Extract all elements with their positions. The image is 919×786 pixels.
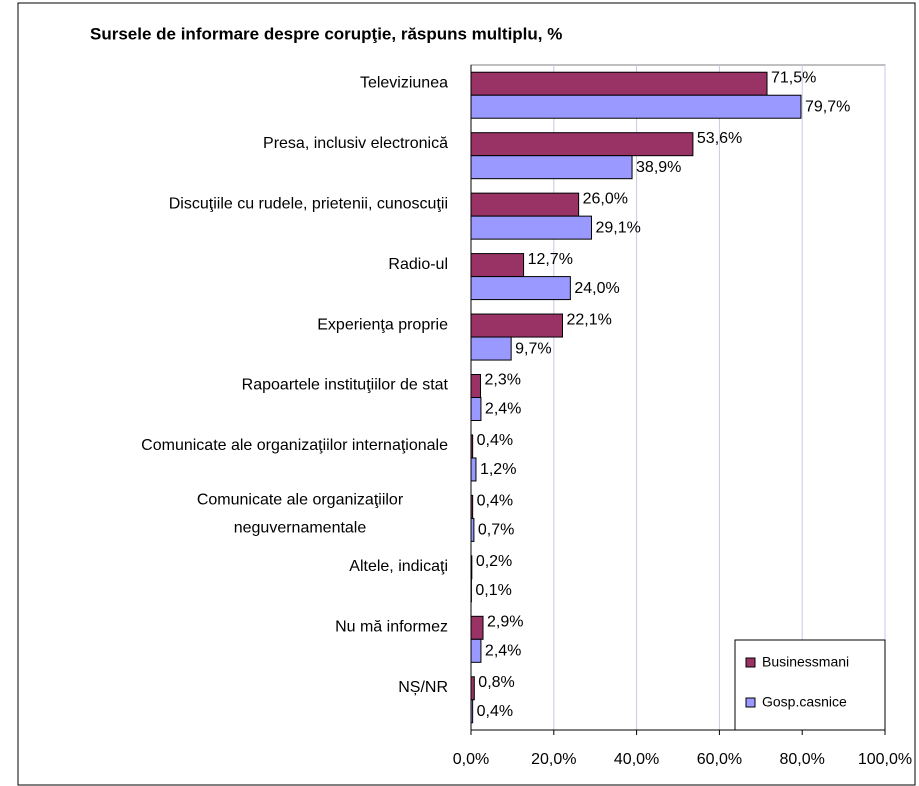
bar bbox=[470, 615, 484, 640]
legend-box bbox=[734, 639, 886, 731]
category-label: Comunicate ale organizaţiilor internaţio… bbox=[141, 437, 448, 454]
bar bbox=[470, 253, 525, 278]
value-label: 26,0% bbox=[583, 190, 628, 207]
value-label: 2,4% bbox=[485, 401, 521, 418]
category-label: Comunicate ale organizaţiilor neguvername… bbox=[197, 492, 404, 537]
bar bbox=[470, 336, 512, 361]
legend-swatch bbox=[745, 657, 756, 668]
legend-swatch bbox=[745, 697, 756, 708]
value-label: 12,7% bbox=[528, 251, 573, 268]
value-label: 0,4% bbox=[477, 493, 513, 510]
bar bbox=[470, 457, 477, 482]
x-tick-label: 20,0% bbox=[531, 751, 576, 768]
value-label: 9,7% bbox=[515, 340, 551, 357]
bar bbox=[470, 132, 694, 157]
category-label: Discuţiile cu rudele, prietenii, cunoscu… bbox=[169, 195, 448, 212]
bar bbox=[470, 313, 563, 338]
value-label: 0,7% bbox=[478, 522, 514, 539]
bar bbox=[470, 94, 802, 119]
value-label: 53,6% bbox=[697, 130, 742, 147]
value-label: 79,7% bbox=[805, 98, 850, 115]
bar bbox=[470, 155, 633, 180]
value-label: 24,0% bbox=[574, 280, 619, 297]
value-label: 2,4% bbox=[485, 643, 521, 660]
x-tick-label: 0,0% bbox=[453, 751, 489, 768]
bar bbox=[470, 215, 592, 240]
category-label-line: neguvernamentale bbox=[234, 520, 367, 537]
category-label: Experienţa proprie bbox=[317, 316, 448, 333]
value-label: 1,2% bbox=[480, 461, 516, 478]
category-label: Nu mă informez bbox=[335, 619, 448, 636]
legend-label: Businessmani bbox=[762, 654, 849, 670]
value-label: 0,4% bbox=[477, 703, 513, 720]
bar bbox=[470, 374, 482, 398]
value-label: 2,9% bbox=[487, 614, 523, 631]
bar bbox=[470, 638, 482, 663]
category-label: Rapoartele instituţiilor de stat bbox=[242, 377, 449, 394]
legend-label: Gosp.casnice bbox=[762, 694, 847, 710]
category-label: Radio-ul bbox=[388, 256, 448, 273]
value-label: 2,3% bbox=[485, 372, 521, 389]
bar bbox=[470, 276, 571, 301]
value-label: 0,4% bbox=[477, 432, 513, 449]
category-label: NȘ/NR bbox=[398, 679, 448, 696]
x-tick-label: 80,0% bbox=[780, 751, 825, 768]
value-label: 22,1% bbox=[566, 311, 611, 328]
category-label: Altele, indicaţi bbox=[349, 558, 448, 575]
chart-title: Sursele de informare despre corupţie, ră… bbox=[90, 24, 562, 43]
bar bbox=[470, 71, 768, 96]
value-label: 29,1% bbox=[595, 219, 640, 236]
category-label-line: Comunicate ale organizaţiilor bbox=[197, 492, 404, 509]
value-label: 0,2% bbox=[476, 553, 512, 570]
bar bbox=[470, 192, 580, 217]
category-label: Presa, inclusiv electronică bbox=[263, 135, 448, 152]
x-tick-label: 60,0% bbox=[697, 751, 742, 768]
bar bbox=[470, 397, 482, 421]
value-label: 38,9% bbox=[636, 159, 681, 176]
value-label: 0,1% bbox=[475, 582, 511, 599]
value-label: 0,8% bbox=[478, 674, 514, 691]
value-label: 71,5% bbox=[771, 69, 816, 86]
x-tick-label: 100,0% bbox=[858, 751, 912, 768]
x-tick-label: 40,0% bbox=[614, 751, 659, 768]
category-label: Televiziunea bbox=[360, 74, 448, 91]
